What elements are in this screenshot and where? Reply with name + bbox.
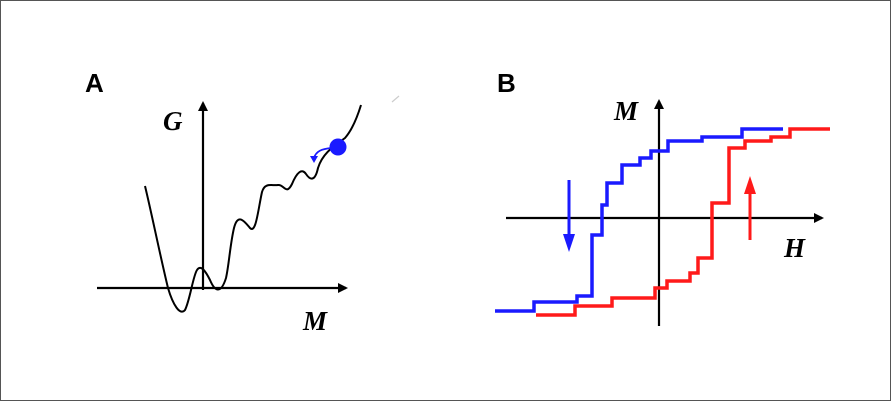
arrow-down-icon: [563, 180, 575, 252]
panel-b-label: B: [497, 68, 516, 98]
ball: [329, 138, 347, 156]
panel-b-y-axis-label: M: [613, 96, 639, 126]
ball-icon: [310, 138, 347, 163]
panel-a-label: A: [85, 68, 104, 98]
ascending-branch-curve: [536, 127, 830, 317]
descending-branch-curve: [495, 127, 783, 313]
curve-mark: [391, 95, 400, 103]
panel-b: B M H: [495, 68, 830, 326]
panel-a-x-axis-label: M: [302, 306, 328, 336]
panel-a-y-axis-label: G: [163, 106, 183, 136]
panel-a: A G M: [85, 68, 400, 336]
energy-landscape-curve: [144, 104, 362, 313]
ball-motion-arrowhead: [310, 156, 318, 163]
panel-b-x-axis-label: H: [783, 233, 806, 263]
arrow-up-icon: [744, 176, 756, 240]
